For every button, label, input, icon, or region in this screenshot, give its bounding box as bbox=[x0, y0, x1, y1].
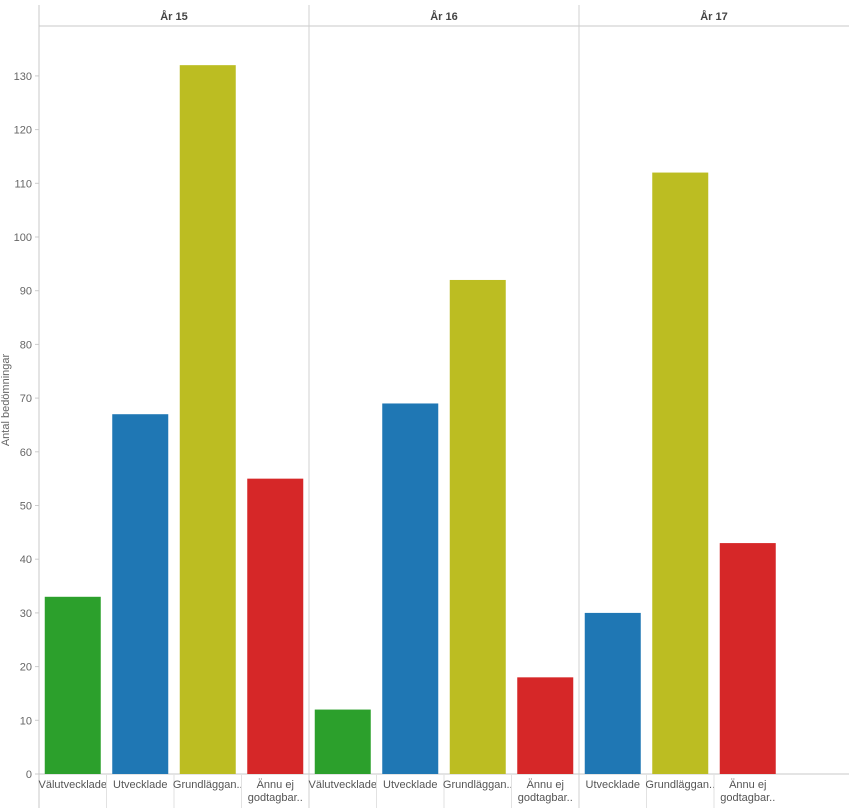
category-label: Grundläggan.. bbox=[443, 779, 513, 791]
bar bbox=[652, 172, 709, 774]
y-axis-title: Antal bedömningar bbox=[0, 353, 12, 446]
bar bbox=[382, 403, 439, 774]
y-tick-label: 80 bbox=[20, 339, 32, 351]
bar bbox=[44, 596, 101, 774]
category-label: Grundläggan.. bbox=[645, 779, 715, 791]
category-label: Välutvecklade bbox=[39, 779, 108, 791]
bar bbox=[517, 677, 574, 774]
category-label: godtagbar.. bbox=[248, 792, 303, 804]
bar bbox=[584, 612, 641, 774]
y-tick-label: 60 bbox=[20, 447, 32, 459]
category-label: Välutvecklade bbox=[309, 779, 378, 791]
panel: År 16 Välutvecklade Utvecklade Grundläggan.… bbox=[308, 5, 574, 808]
category-label: godtagbar.. bbox=[720, 792, 775, 804]
y-tick-label: 0 bbox=[26, 769, 32, 781]
y-axis: 0 10 20 30 40 50 60 70 80 90 100 110 120 130 bbox=[14, 71, 39, 781]
panel-title: År 17 bbox=[700, 10, 728, 23]
y-tick-label: 110 bbox=[14, 178, 32, 190]
y-tick-label: 70 bbox=[20, 393, 32, 405]
category-label: Utvecklade bbox=[383, 779, 437, 791]
category-label: Ännu ej bbox=[729, 779, 766, 791]
panels: År 15 Välutvecklade Utvecklade Grundläggan.… bbox=[38, 5, 849, 808]
panel-title: År 15 bbox=[160, 10, 188, 23]
y-tick-label: 100 bbox=[14, 232, 32, 244]
panel: År 17 Utvecklade Grundläggan.. Ännu ejgodta… bbox=[578, 5, 776, 808]
panel: År 15 Välutvecklade Utvecklade Grundläggan.… bbox=[39, 10, 304, 808]
category-label: Ännu ej bbox=[257, 779, 294, 791]
bar bbox=[314, 709, 371, 774]
y-tick-label: 40 bbox=[20, 554, 32, 566]
bar bbox=[179, 65, 236, 774]
y-tick-label: 10 bbox=[20, 715, 32, 727]
y-tick-label: 90 bbox=[20, 286, 32, 298]
bar bbox=[247, 478, 304, 774]
y-tick-label: 30 bbox=[20, 608, 32, 620]
category-label: godtagbar.. bbox=[518, 792, 573, 804]
y-tick-label: 20 bbox=[20, 662, 32, 674]
y-tick-label: 50 bbox=[20, 501, 32, 513]
bar bbox=[719, 543, 776, 774]
bar bbox=[449, 279, 506, 774]
category-label: Grundläggan.. bbox=[173, 779, 243, 791]
category-label: Utvecklade bbox=[113, 779, 167, 791]
category-label: Utvecklade bbox=[586, 779, 640, 791]
y-tick-label: 120 bbox=[14, 125, 32, 137]
bar bbox=[112, 414, 169, 774]
panel-title: År 16 bbox=[430, 10, 458, 23]
category-label: Ännu ej bbox=[527, 779, 564, 791]
y-tick-label: 130 bbox=[14, 71, 32, 83]
